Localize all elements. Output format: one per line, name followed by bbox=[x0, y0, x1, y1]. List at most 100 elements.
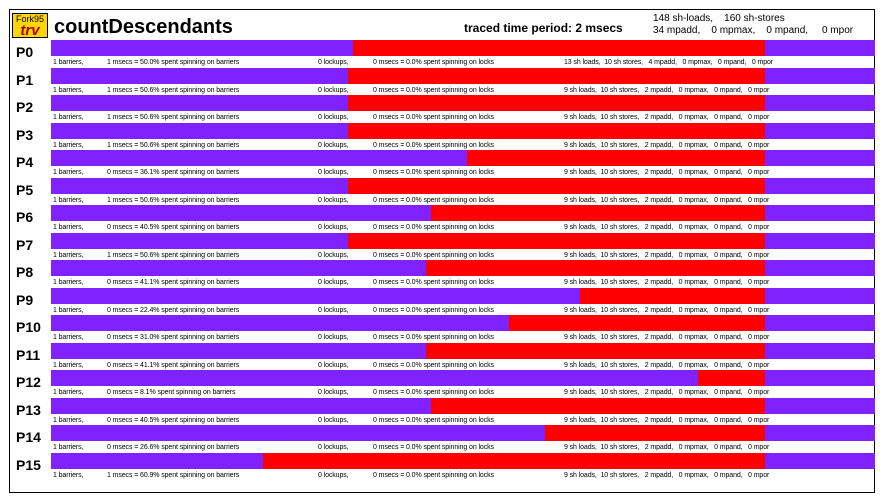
timeline-bar bbox=[51, 287, 875, 304]
lockups-count: 0 lockups, bbox=[318, 86, 349, 94]
lock-spin-time: 0 msecs = 0.0% spent spinning on locks bbox=[373, 279, 494, 286]
processor-label: P7 bbox=[16, 236, 34, 253]
timeline-bar bbox=[51, 177, 875, 194]
lockups-count: 0 lockups, bbox=[318, 361, 349, 369]
busy-segment bbox=[430, 205, 765, 221]
barrier-spin-time: 1 msecs = 50.6% spent spinning on barrie… bbox=[107, 251, 240, 259]
barriers-count: 1 barriers, bbox=[53, 196, 84, 204]
shared-memory-counts: 9 sh loads, 10 sh stores, 2 mpadd, 0 mpm… bbox=[564, 444, 770, 451]
barriers-count: 1 barriers, bbox=[53, 334, 84, 341]
busy-segment bbox=[425, 342, 765, 359]
shared-memory-counts: 9 sh loads, 10 sh stores, 2 mpadd, 0 mpm… bbox=[564, 389, 770, 396]
lock-spin-time: 0 msecs = 0.0% spent spinning on locks bbox=[373, 141, 494, 149]
barrier-spin-time: 0 msecs = 36.1% spent spinning on barrie… bbox=[107, 169, 240, 176]
shared-memory-counts: 9 sh loads, 10 sh stores, 2 mpadd, 0 mpm… bbox=[564, 306, 770, 314]
shared-memory-counts: 13 sh loads, 10 sh stores, 4 mpadd, 0 mp… bbox=[564, 59, 774, 66]
lockups-count: 0 lockups, bbox=[318, 196, 349, 204]
barrier-spin-time: 0 msecs = 40.5% spent spinning on barrie… bbox=[107, 416, 240, 424]
timeline-bar bbox=[51, 397, 875, 414]
shared-memory-counts: 9 sh loads, 10 sh stores, 2 mpadd, 0 mpm… bbox=[564, 334, 770, 341]
barrier-spin-time: 1 msecs = 60.9% spent spinning on barrie… bbox=[107, 471, 240, 479]
timeline-bar bbox=[51, 95, 875, 111]
lock-spin-time: 0 msecs = 0.0% spent spinning on locks bbox=[373, 251, 494, 259]
busy-segment bbox=[348, 67, 765, 84]
timeline-bar bbox=[51, 205, 875, 221]
processor-label: P8 bbox=[16, 264, 34, 280]
busy-segment bbox=[430, 397, 765, 414]
lock-spin-time: 0 msecs = 0.0% spent spinning on locks bbox=[373, 86, 494, 94]
barriers-count: 1 barriers, bbox=[53, 59, 84, 66]
shared-memory-counts: 9 sh loads, 10 sh stores, 2 mpadd, 0 mpm… bbox=[564, 141, 770, 149]
timeline-bar bbox=[51, 342, 875, 359]
timeline-bar bbox=[51, 370, 875, 386]
trace-frame bbox=[9, 9, 875, 493]
busy-segment bbox=[425, 260, 765, 276]
shared-memory-counts: 9 sh loads, 10 sh stores, 2 mpadd, 0 mpm… bbox=[564, 279, 770, 286]
lockups-count: 0 lockups, bbox=[318, 141, 349, 149]
lockups-count: 0 lockups, bbox=[318, 169, 349, 176]
lockups-count: 0 lockups, bbox=[318, 416, 349, 424]
processor-label: P10 bbox=[16, 319, 41, 335]
busy-segment bbox=[697, 370, 765, 386]
barrier-spin-time: 0 msecs = 41.1% spent spinning on barrie… bbox=[107, 279, 240, 286]
lockups-count: 0 lockups, bbox=[318, 334, 349, 341]
lockups-count: 0 lockups, bbox=[318, 471, 349, 479]
processor-label: P11 bbox=[16, 346, 41, 363]
busy-segment bbox=[509, 315, 765, 331]
barriers-count: 1 barriers, bbox=[53, 224, 84, 231]
busy-segment bbox=[348, 95, 765, 111]
busy-segment bbox=[262, 452, 765, 469]
logo-top-text: Fork95 bbox=[15, 14, 44, 24]
lock-spin-time: 0 msecs = 0.0% spent spinning on locks bbox=[373, 169, 494, 176]
shared-memory-counts: 9 sh loads, 10 sh stores, 2 mpadd, 0 mpm… bbox=[564, 169, 770, 176]
shared-memory-counts: 9 sh loads, 10 sh stores, 2 mpadd, 0 mpm… bbox=[564, 196, 770, 204]
barrier-spin-time: 1 msecs = 50.6% spent spinning on barrie… bbox=[107, 196, 240, 204]
barriers-count: 1 barriers, bbox=[53, 389, 84, 396]
timeline-bar bbox=[51, 425, 875, 441]
busy-segment bbox=[580, 287, 765, 304]
shared-memory-counts: 9 sh loads, 10 sh stores, 2 mpadd, 0 mpm… bbox=[564, 416, 770, 424]
timeline-bar bbox=[51, 452, 875, 469]
shared-memory-counts: 9 sh loads, 10 sh stores, 2 mpadd, 0 mpm… bbox=[564, 471, 770, 479]
lock-spin-time: 0 msecs = 0.0% spent spinning on locks bbox=[373, 59, 494, 66]
barrier-spin-time: 0 msecs = 26.6% spent spinning on barrie… bbox=[107, 444, 240, 451]
timeline-bar bbox=[51, 122, 875, 139]
processor-label: P6 bbox=[16, 209, 34, 225]
fork95-trv-logo: Fork95 trv bbox=[12, 13, 48, 38]
traced-time-period: traced time period: 2 msecs bbox=[464, 21, 623, 35]
timeline-bar bbox=[51, 232, 875, 249]
timeline-bar bbox=[51, 67, 875, 84]
shared-memory-counts: 9 sh loads, 10 sh stores, 2 mpadd, 0 mpm… bbox=[564, 361, 770, 369]
busy-segment bbox=[467, 150, 765, 166]
barrier-spin-time: 1 msecs = 50.6% spent spinning on barrie… bbox=[107, 114, 240, 121]
lock-spin-time: 0 msecs = 0.0% spent spinning on locks bbox=[373, 196, 494, 204]
shared-memory-counts: 9 sh loads, 10 sh stores, 2 mpadd, 0 mpm… bbox=[564, 86, 770, 94]
lockups-count: 0 lockups, bbox=[318, 59, 349, 66]
timeline-bar bbox=[51, 260, 875, 276]
lockups-count: 0 lockups, bbox=[318, 389, 349, 396]
barrier-spin-time: 1 msecs = 50.0% spent spinning on barrie… bbox=[107, 59, 240, 66]
lock-spin-time: 0 msecs = 0.0% spent spinning on locks bbox=[373, 334, 494, 341]
processor-label: P15 bbox=[16, 456, 41, 473]
barrier-spin-time: 1 msecs = 50.6% spent spinning on barrie… bbox=[107, 86, 240, 94]
timeline-bar bbox=[51, 315, 875, 331]
processor-label: P5 bbox=[16, 181, 34, 198]
barriers-count: 1 barriers, bbox=[53, 279, 84, 286]
busy-segment bbox=[348, 177, 765, 194]
barriers-count: 1 barriers, bbox=[53, 86, 84, 94]
lock-spin-time: 0 msecs = 0.0% spent spinning on locks bbox=[373, 306, 494, 314]
lock-spin-time: 0 msecs = 0.0% spent spinning on locks bbox=[373, 416, 494, 424]
barriers-count: 1 barriers, bbox=[53, 361, 84, 369]
barriers-count: 1 barriers, bbox=[53, 444, 84, 451]
lockups-count: 0 lockups, bbox=[318, 279, 349, 286]
barrier-spin-time: 0 msecs = 40.5% spent spinning on barrie… bbox=[107, 224, 240, 231]
busy-segment bbox=[348, 122, 765, 139]
processor-label: P13 bbox=[16, 401, 41, 418]
barriers-count: 1 barriers, bbox=[53, 141, 84, 149]
shared-memory-counts: 9 sh loads, 10 sh stores, 2 mpadd, 0 mpm… bbox=[564, 224, 770, 231]
processor-label: P0 bbox=[16, 44, 34, 60]
processor-label: P12 bbox=[16, 374, 41, 390]
lockups-count: 0 lockups, bbox=[318, 251, 349, 259]
barriers-count: 1 barriers, bbox=[53, 169, 84, 176]
barrier-spin-time: 0 msecs = 41.1% spent spinning on barrie… bbox=[107, 361, 240, 369]
